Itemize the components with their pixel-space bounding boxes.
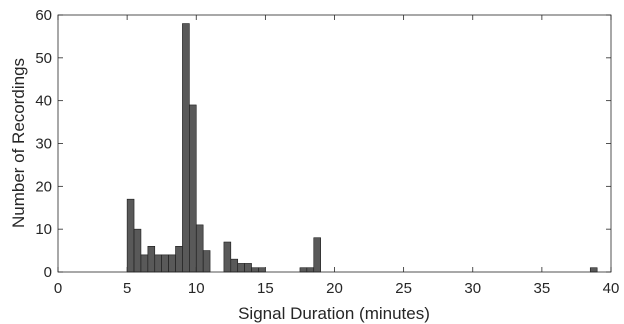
histogram-bar <box>168 254 176 273</box>
y-tick-label: 30 <box>35 136 52 153</box>
histogram-bar <box>133 228 142 273</box>
histogram-bar <box>313 237 321 273</box>
x-tick-label: 20 <box>326 280 343 297</box>
histogram-bar <box>195 224 204 273</box>
histogram-bar <box>251 267 259 273</box>
histogram-bar <box>244 263 252 273</box>
histogram-bar <box>126 198 135 273</box>
histogram-bar <box>182 23 190 273</box>
x-tick-label: 15 <box>257 280 274 297</box>
x-tick-labels: 0 5 10 15 20 25 30 35 40 <box>54 280 620 297</box>
y-tick-label: 10 <box>35 221 52 238</box>
histogram-bar <box>258 267 266 273</box>
x-tick-label: 10 <box>188 280 205 297</box>
y-tick-label: 40 <box>35 93 52 110</box>
x-tick-label: 30 <box>464 280 481 297</box>
histogram-bar <box>299 267 308 273</box>
x-tick-label: 25 <box>395 280 412 297</box>
y-tick-label: 60 <box>35 7 52 24</box>
histogram-bar <box>175 246 183 273</box>
histogram-bar <box>237 263 245 273</box>
x-tick-label: 40 <box>603 280 620 297</box>
histogram-bar <box>589 267 598 273</box>
histogram-bar <box>147 246 156 273</box>
histogram-bar <box>161 254 169 273</box>
x-tick-label: 5 <box>123 280 131 297</box>
y-tick-label: 50 <box>35 50 52 67</box>
histogram-bar <box>230 258 239 273</box>
x-tick-label: 35 <box>534 280 551 297</box>
plot-frame <box>57 14 612 273</box>
histogram-bar <box>140 254 149 273</box>
x-tick-label: 0 <box>54 280 62 297</box>
x-axis-label: Signal Duration (minutes) <box>238 304 430 323</box>
y-tick-label: 0 <box>44 264 52 281</box>
histogram-bar <box>306 267 315 273</box>
histogram-bar <box>189 104 197 273</box>
histogram-bar <box>223 241 232 273</box>
histogram-bar <box>154 254 162 273</box>
plot-area <box>58 15 611 272</box>
y-axis-label: Number of Recordings <box>9 58 28 228</box>
y-tick-labels: 0 10 20 30 40 50 60 <box>35 7 52 281</box>
y-tick-label: 20 <box>35 178 52 195</box>
histogram-bar <box>202 250 211 273</box>
